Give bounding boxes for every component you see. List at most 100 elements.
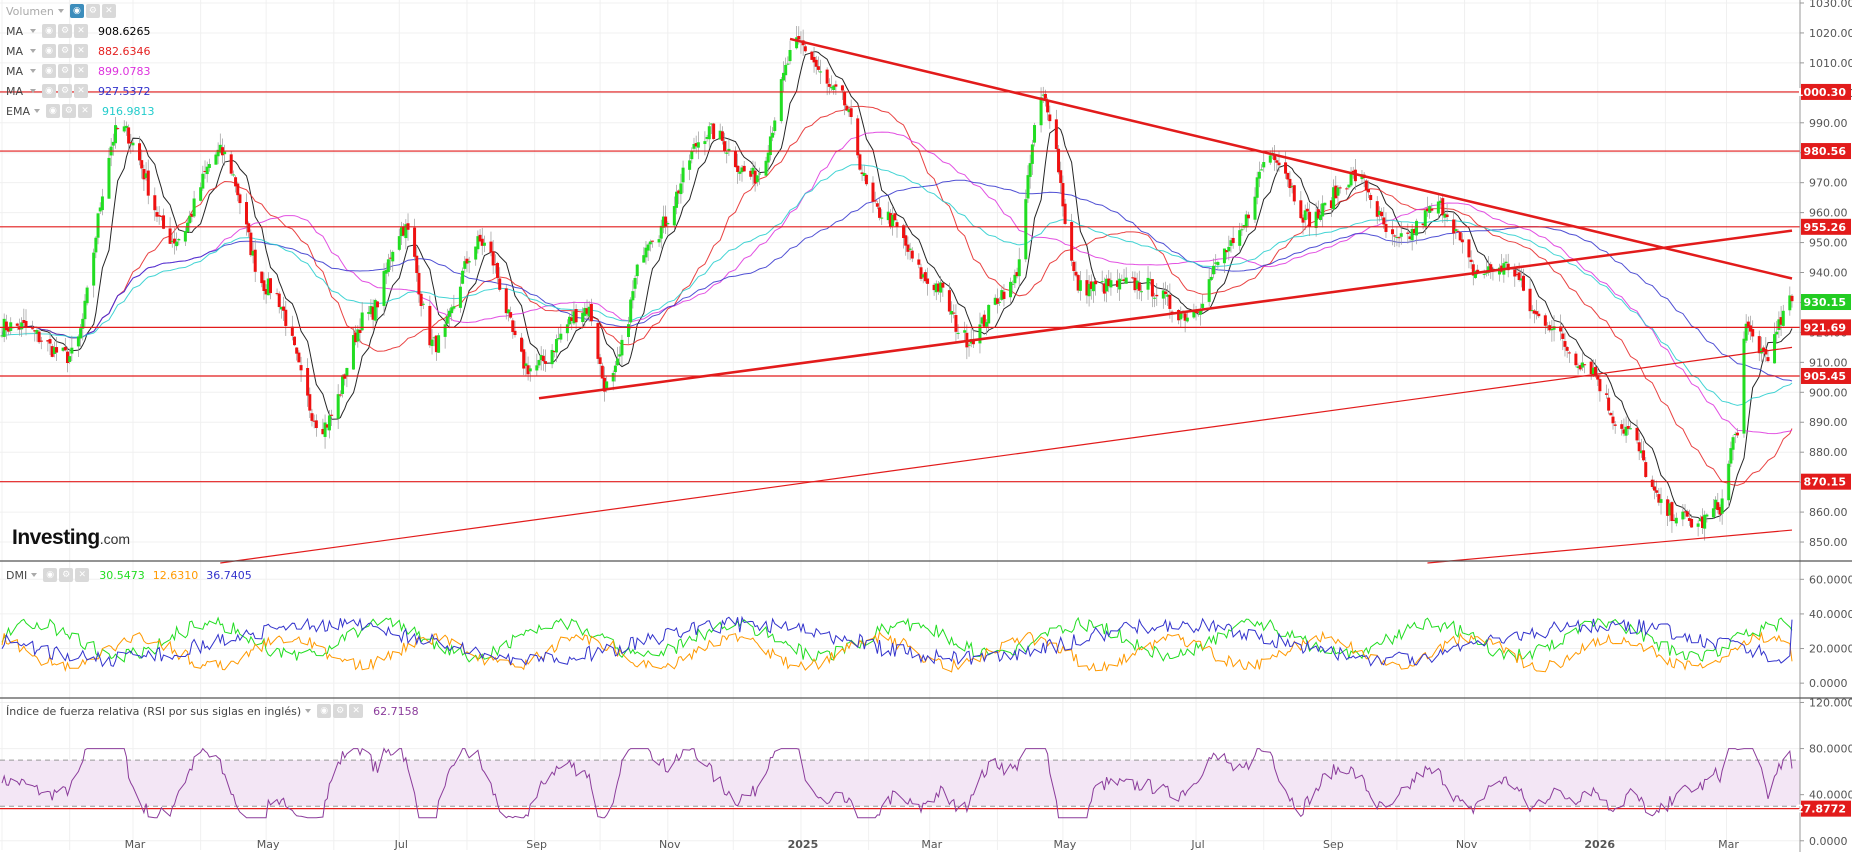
candle-body <box>657 239 661 243</box>
candle-body <box>1321 203 1325 217</box>
candle-body <box>709 123 713 125</box>
visibility-icon[interactable]: ◉ <box>42 44 56 58</box>
close-icon[interactable]: ✕ <box>101 4 116 18</box>
gear-icon[interactable]: ⚙ <box>58 44 72 58</box>
candle-body <box>37 331 41 343</box>
candle-body <box>1345 188 1349 190</box>
visibility-icon[interactable]: ◉ <box>42 64 56 78</box>
candle-body <box>1687 518 1691 521</box>
candle-body <box>1179 313 1183 320</box>
visibility-icon[interactable]: ◉ <box>42 24 56 38</box>
candle-body <box>55 347 59 353</box>
candle-body <box>1775 331 1779 335</box>
price-tick-label: 970.00 <box>1809 177 1848 190</box>
candle-body <box>727 148 731 152</box>
level-label: 955.26 <box>1804 221 1847 234</box>
visibility-icon[interactable]: ◉ <box>43 568 58 582</box>
candle-body <box>659 225 663 239</box>
candle-body <box>367 311 371 314</box>
candle-body <box>936 283 940 292</box>
candle-body <box>50 346 54 357</box>
candle-body <box>1635 427 1639 441</box>
candle-body <box>1762 347 1766 352</box>
candle-body <box>675 191 679 208</box>
gear-icon[interactable]: ⚙ <box>333 704 348 718</box>
candle-body <box>1222 248 1226 264</box>
candle-body <box>740 167 744 173</box>
close-icon[interactable]: ✕ <box>74 44 88 58</box>
candle-body <box>1336 187 1340 196</box>
candle-body <box>214 154 218 165</box>
candle-body <box>1139 291 1143 293</box>
candle-body <box>284 309 288 326</box>
candle-body <box>192 198 196 217</box>
close-icon[interactable]: ✕ <box>75 568 90 582</box>
chevron-down-icon[interactable] <box>30 29 36 33</box>
candle-body <box>849 108 853 117</box>
candle-body <box>1764 348 1768 355</box>
candle-body <box>1212 265 1216 275</box>
candle-body <box>1406 232 1410 234</box>
gear-icon[interactable]: ⚙ <box>85 4 100 18</box>
chevron-down-icon[interactable] <box>305 709 312 713</box>
chevron-down-icon[interactable] <box>30 69 36 73</box>
chevron-down-icon[interactable] <box>30 49 36 53</box>
close-icon[interactable]: ✕ <box>77 104 92 118</box>
candle-body <box>971 340 975 345</box>
candle-body <box>275 293 279 295</box>
candle-body <box>1751 329 1755 337</box>
candle-body <box>998 301 1002 303</box>
visibility-icon[interactable]: ◉ <box>42 84 56 98</box>
candle-body <box>493 264 497 266</box>
visibility-icon[interactable]: ◉ <box>317 704 332 718</box>
chevron-down-icon[interactable] <box>33 109 40 113</box>
visibility-icon[interactable]: ◉ <box>69 4 84 18</box>
rsi-label: Índice de fuerza relativa (RSI por sus s… <box>6 704 302 718</box>
candle-body <box>1024 199 1028 260</box>
close-icon[interactable]: ✕ <box>349 704 364 718</box>
chevron-down-icon[interactable] <box>31 573 38 577</box>
close-icon[interactable]: ✕ <box>74 24 88 38</box>
candle-body <box>875 203 879 207</box>
candle-body <box>696 142 700 148</box>
candle-body <box>1489 264 1493 270</box>
candle-body <box>978 324 982 344</box>
time-tick-label: Mar <box>1718 838 1739 851</box>
close-icon[interactable]: ✕ <box>74 64 88 78</box>
candle-body <box>583 307 587 316</box>
candle-body <box>223 151 227 155</box>
candle-body <box>1777 319 1781 330</box>
gear-icon[interactable]: ⚙ <box>58 84 72 98</box>
candle-body <box>574 309 578 323</box>
level-label: 980.56 <box>1804 145 1847 158</box>
candle-body <box>489 241 493 253</box>
candle-body <box>600 365 604 379</box>
candle-body <box>434 335 438 353</box>
candle-body <box>1369 195 1373 201</box>
axis-background <box>1800 0 1852 852</box>
candle-body <box>1131 277 1135 279</box>
candle-body <box>664 216 668 227</box>
candle-body <box>1578 365 1582 370</box>
candle-body <box>633 278 637 289</box>
candle-body <box>952 312 956 314</box>
candle-body <box>825 69 829 84</box>
candle-body <box>1563 341 1567 347</box>
candle-body <box>987 304 991 324</box>
gear-icon[interactable]: ⚙ <box>61 104 76 118</box>
chevron-down-icon[interactable] <box>57 9 64 13</box>
gear-icon[interactable]: ⚙ <box>58 64 72 78</box>
candle-body <box>323 422 327 437</box>
candle-body <box>1487 266 1491 273</box>
close-icon[interactable]: ✕ <box>74 84 88 98</box>
candle-body <box>168 228 172 244</box>
candle-body <box>1085 280 1089 296</box>
chevron-down-icon[interactable] <box>30 89 36 93</box>
candle-body <box>939 282 943 293</box>
candle-body <box>9 322 13 331</box>
gear-icon[interactable]: ⚙ <box>58 24 72 38</box>
price-tick-label: 850.00 <box>1809 536 1848 549</box>
visibility-icon[interactable]: ◉ <box>45 104 60 118</box>
gear-icon[interactable]: ⚙ <box>59 568 74 582</box>
